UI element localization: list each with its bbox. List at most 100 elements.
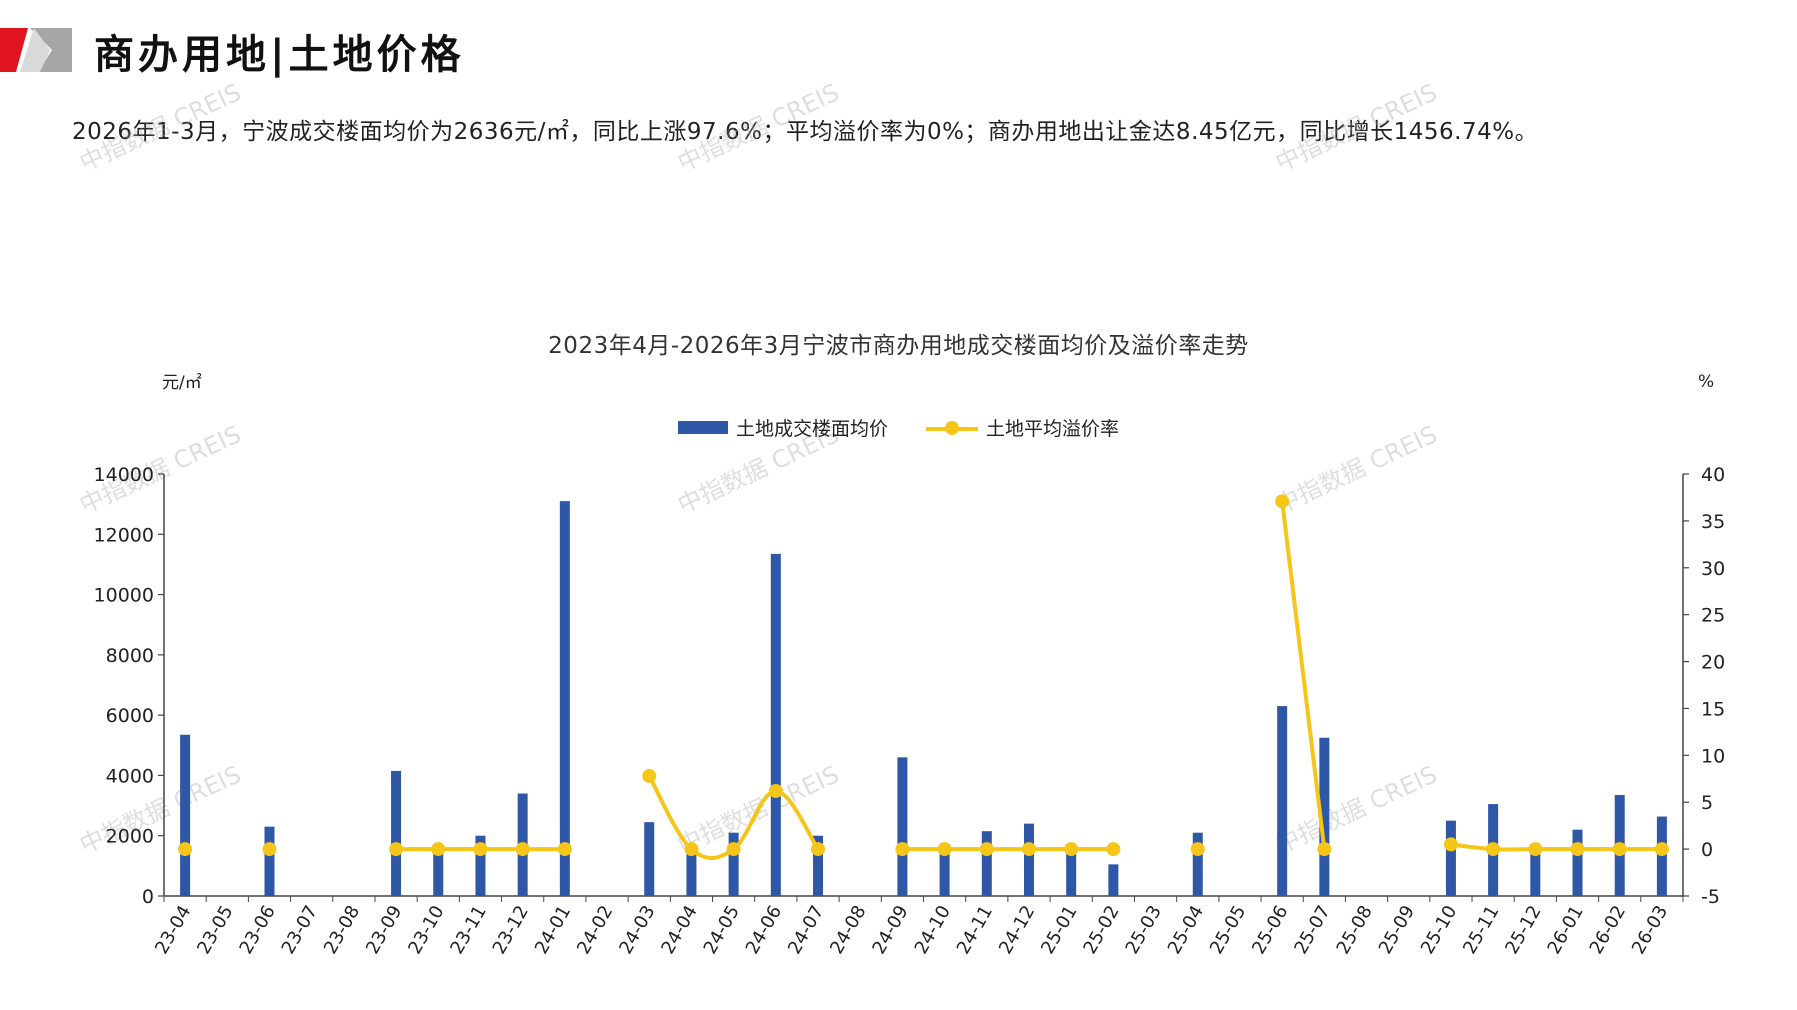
left-axis-unit: 元/㎡ [162, 373, 202, 393]
premium-point [557, 842, 572, 857]
x-tick-label: 23-04 [151, 902, 195, 958]
right-tick-label: 10 [1701, 745, 1725, 767]
left-tick-label: 10000 [94, 585, 154, 607]
premium-point [642, 768, 657, 783]
price-bar [433, 847, 444, 896]
premium-point [1612, 842, 1627, 857]
right-tick-label: 20 [1701, 652, 1725, 674]
x-tick-label: 25-04 [1164, 902, 1208, 958]
legend-label-price: 土地成交楼面均价 [735, 418, 888, 440]
x-tick-label: 25-09 [1375, 902, 1419, 958]
x-tick-label: 25-05 [1206, 902, 1250, 958]
price-bar [1066, 850, 1077, 896]
x-tick-label: 23-06 [235, 902, 279, 958]
price-bar [728, 832, 739, 896]
x-tick-label: 25-11 [1459, 902, 1503, 958]
price-bar [813, 835, 824, 896]
right-tick-label: 35 [1701, 511, 1725, 533]
legend-item-price: 土地成交楼面均价 [677, 414, 888, 441]
left-tick-label: 2000 [106, 826, 154, 848]
premium-point [811, 842, 826, 857]
right-axis-unit: % [1698, 372, 1715, 392]
premium-point [1443, 837, 1458, 852]
premium-point [684, 842, 699, 857]
logo-light-shape [20, 28, 50, 72]
legend-bar-swatch [677, 421, 728, 434]
premium-point [1064, 842, 1079, 857]
x-tick-label: 24-06 [742, 902, 786, 958]
price-bar [1572, 829, 1583, 896]
brand-logo [0, 28, 72, 72]
x-tick-label: 24-07 [784, 902, 828, 958]
price-bar [1530, 844, 1541, 896]
legend-label-premium: 土地平均溢价率 [986, 418, 1120, 440]
x-tick-label: 24-05 [700, 902, 744, 958]
left-tick-label: 4000 [106, 765, 154, 787]
price-bar [559, 501, 570, 896]
x-tick-label: 24-09 [868, 902, 912, 958]
x-tick-label: 23-12 [489, 902, 533, 958]
legend-line-swatch [926, 420, 978, 435]
x-tick-label: 26-02 [1586, 902, 1630, 958]
premium-point [979, 842, 994, 857]
premium-point [389, 842, 404, 857]
premium-point [1106, 842, 1121, 857]
x-tick-label: 24-04 [657, 902, 701, 958]
price-bar [770, 553, 781, 896]
logo-gray-shape [30, 28, 72, 72]
price-bar [939, 844, 950, 896]
right-tick-label: 0 [1701, 839, 1713, 861]
x-tick-label: 23-11 [446, 902, 490, 958]
right-tick-label: 5 [1701, 792, 1713, 814]
x-tick-label: 25-01 [1037, 902, 1081, 958]
right-tick-label: -5 [1701, 886, 1720, 908]
right-tick-label: 25 [1701, 605, 1725, 627]
price-bar [644, 822, 655, 896]
x-tick-label: 24-10 [911, 902, 955, 958]
price-bar [1192, 832, 1203, 896]
left-tick-label: 0 [142, 886, 154, 908]
left-tick-label: 8000 [106, 645, 154, 667]
left-tick-label: 14000 [94, 464, 154, 486]
premium-point [768, 783, 783, 798]
price-bar [180, 734, 191, 896]
chart-title: 2023年4月-2026年3月宁波市商办用地成交楼面均价及溢价率走势 [548, 333, 1249, 359]
x-tick-label: 25-10 [1417, 902, 1461, 958]
x-tick-label: 25-07 [1290, 902, 1334, 958]
x-tick-label: 23-07 [278, 902, 322, 958]
premium-point [431, 842, 446, 857]
x-tick-label: 24-02 [573, 902, 617, 958]
chart-legend: 土地成交楼面均价 土地平均溢价率 [0, 414, 1797, 441]
x-tick-label: 24-11 [953, 902, 997, 958]
premium-point [726, 842, 741, 857]
premium-line [1280, 500, 1327, 850]
price-bar [1319, 737, 1330, 896]
x-tick-label: 23-10 [404, 902, 448, 958]
x-tick-label: 24-12 [995, 902, 1039, 958]
summary-text: 2026年1-3月，宁波成交楼面均价为2636元/㎡，同比上涨97.6%；平均溢… [72, 119, 1539, 145]
price-bar [264, 826, 275, 896]
logo-red-shape [0, 28, 28, 72]
price-bar [475, 835, 486, 896]
premium-point [1317, 842, 1332, 857]
x-tick-label: 26-03 [1628, 902, 1672, 958]
premium-point [1570, 842, 1585, 857]
premium-point [178, 842, 193, 857]
x-tick-label: 25-12 [1501, 902, 1545, 958]
premium-point [473, 842, 488, 857]
price-bar [981, 831, 992, 896]
price-bar [686, 846, 697, 896]
premium-point [262, 842, 277, 857]
premium-point [1190, 842, 1205, 857]
x-tick-label: 23-05 [193, 902, 237, 958]
x-tick-label: 24-01 [531, 902, 575, 958]
premium-point [1275, 494, 1290, 509]
x-tick-label: 25-02 [1079, 902, 1123, 958]
price-bar [1277, 706, 1288, 896]
x-tick-label: 25-08 [1333, 902, 1377, 958]
price-bar [391, 770, 402, 896]
x-tick-label: 24-03 [615, 902, 659, 958]
x-tick-label: 26-01 [1544, 902, 1588, 958]
premium-point [1528, 842, 1543, 857]
